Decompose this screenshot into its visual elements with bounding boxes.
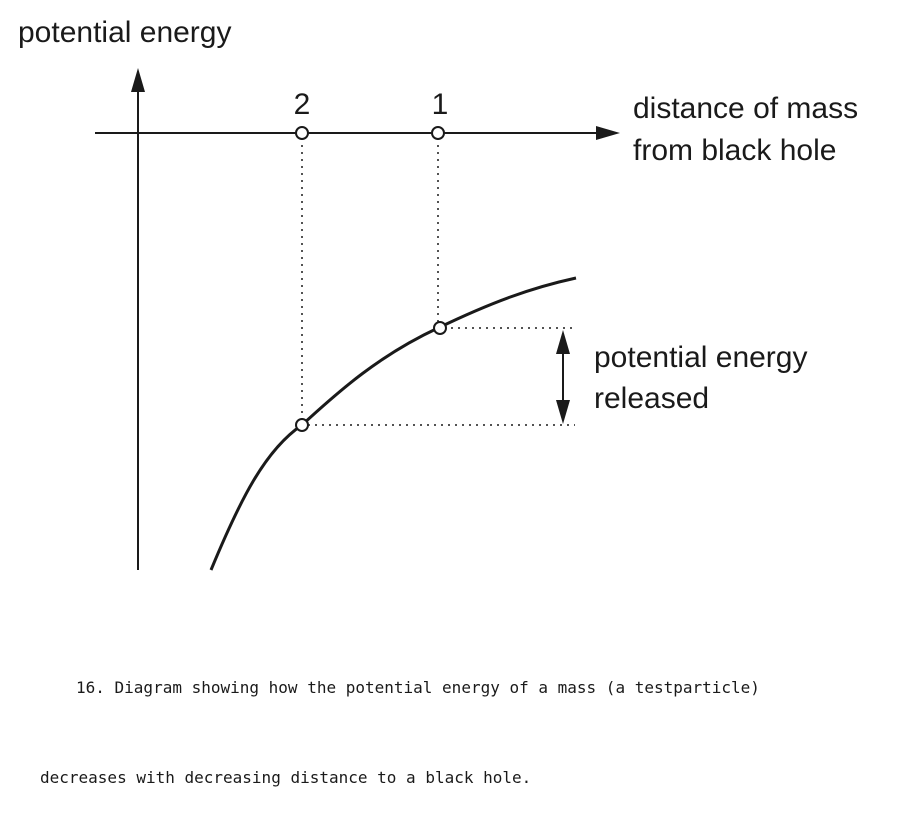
y-axis-arrowhead (131, 68, 145, 92)
caption-line-2: decreases with decreasing distance to a … (40, 768, 532, 787)
y-axis-label: potential energy (18, 16, 232, 49)
curve-point-2 (295, 418, 309, 432)
released-label-line2: released (594, 382, 709, 415)
x-axis-label-line1: distance of mass (633, 92, 858, 125)
figure-caption: 16. Diagram showing how the potential en… (40, 613, 900, 823)
curve-point-1 (433, 321, 447, 335)
energy-released-arrowhead-bottom (556, 400, 570, 424)
energy-released-arrowhead-top (556, 330, 570, 354)
axis-marker-2 (295, 126, 309, 140)
potential-energy-curve (209, 276, 577, 571)
x-axis-arrowhead (596, 126, 620, 140)
point-2-label: 2 (294, 88, 311, 121)
released-label-line1: potential energy (594, 341, 808, 374)
axis-marker-1 (431, 126, 445, 140)
caption-line-1: 16. Diagram showing how the potential en… (76, 678, 760, 697)
potential-energy-diagram: potential energy distance of mass from b… (18, 16, 858, 571)
point-1-label: 1 (432, 88, 449, 121)
x-axis-label-line2: from black hole (633, 134, 836, 167)
